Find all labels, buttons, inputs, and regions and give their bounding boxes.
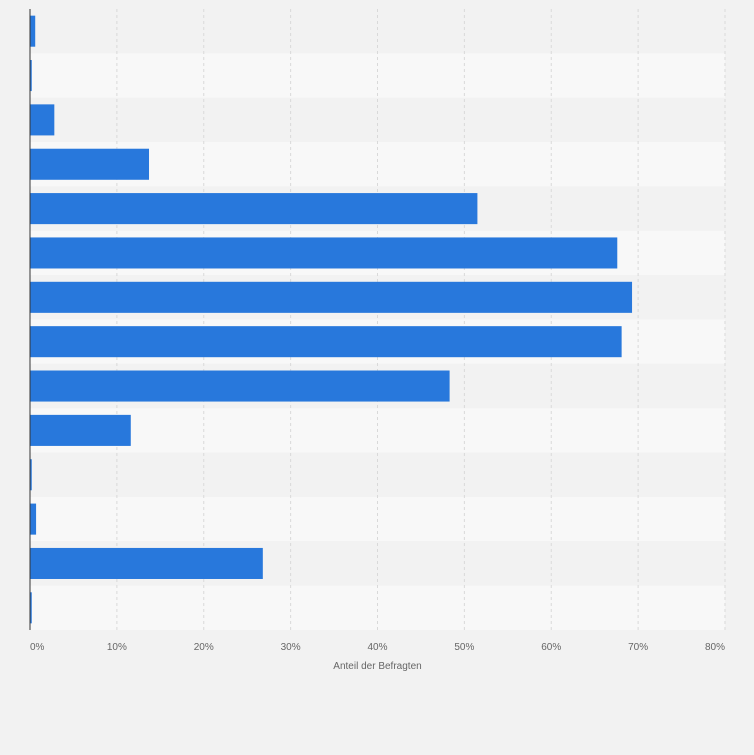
bar[interactable] <box>30 15 36 47</box>
bar[interactable] <box>30 326 622 358</box>
bar[interactable] <box>30 592 32 624</box>
bar[interactable] <box>30 148 150 180</box>
bar[interactable] <box>30 281 633 313</box>
x-axis-label: Anteil der Befragten <box>333 661 421 672</box>
x-tick-label: 30% <box>281 642 301 653</box>
bar[interactable] <box>30 237 618 269</box>
x-tick-label: 20% <box>194 642 214 653</box>
gridlines <box>116 9 726 630</box>
x-tick-label: 0% <box>30 642 45 653</box>
bar[interactable] <box>30 104 55 136</box>
x-tick-label: 70% <box>628 642 648 653</box>
bar[interactable] <box>30 370 450 402</box>
x-tick-label: 50% <box>454 642 474 653</box>
x-tick-label: 10% <box>107 642 127 653</box>
x-tick-label: 40% <box>367 642 387 653</box>
bar[interactable] <box>30 414 131 446</box>
bar[interactable] <box>30 459 32 491</box>
bar[interactable] <box>30 193 478 225</box>
x-tick-labels: 0% 10% 20% 30% 40% 50% 60% 70% 80% <box>30 642 725 653</box>
bar[interactable] <box>30 547 263 579</box>
x-tick-label: 80% <box>705 642 725 653</box>
bars <box>30 15 633 624</box>
bar[interactable] <box>30 60 32 92</box>
bar[interactable] <box>30 503 37 535</box>
row-bands <box>30 9 725 630</box>
x-tick-label: 60% <box>541 642 561 653</box>
